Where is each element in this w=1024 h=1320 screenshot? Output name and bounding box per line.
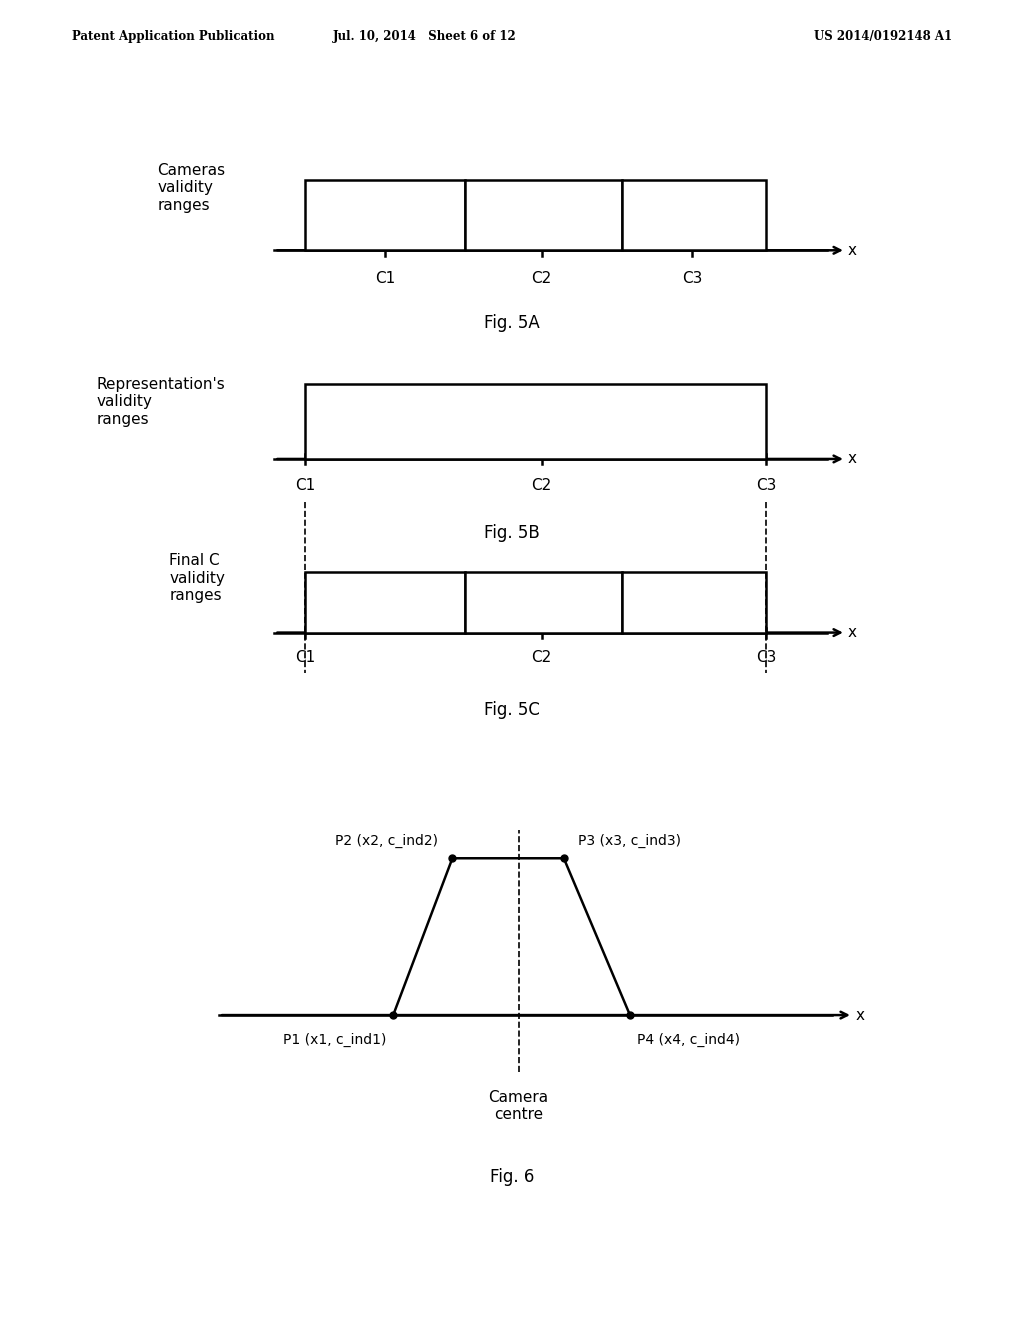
- Text: P2 (x2, c_ind2): P2 (x2, c_ind2): [336, 833, 438, 847]
- Text: Jul. 10, 2014   Sheet 6 of 12: Jul. 10, 2014 Sheet 6 of 12: [333, 30, 517, 42]
- Bar: [305, 181, 465, 251]
- Bar: [622, 181, 766, 251]
- Text: x: x: [848, 626, 856, 640]
- Bar: [305, 572, 465, 632]
- Text: x: x: [848, 243, 856, 257]
- Text: US 2014/0192148 A1: US 2014/0192148 A1: [814, 30, 952, 42]
- Bar: [305, 384, 766, 459]
- Text: Fig. 5C: Fig. 5C: [484, 701, 540, 719]
- Text: C2: C2: [531, 271, 552, 285]
- Text: Representation's
validity
ranges: Representation's validity ranges: [96, 378, 225, 426]
- Text: P4 (x4, c_ind4): P4 (x4, c_ind4): [637, 1032, 740, 1047]
- Bar: [622, 572, 766, 632]
- Text: x: x: [848, 451, 856, 466]
- Text: Fig. 5A: Fig. 5A: [484, 314, 540, 333]
- Text: Fig. 6: Fig. 6: [489, 1168, 535, 1187]
- Text: C1: C1: [295, 651, 315, 665]
- Text: Cameras
validity
ranges: Cameras validity ranges: [157, 162, 225, 213]
- Text: Patent Application Publication: Patent Application Publication: [72, 30, 274, 42]
- Bar: [465, 181, 622, 251]
- Text: C2: C2: [531, 651, 552, 665]
- Text: Final C
validity
ranges: Final C validity ranges: [169, 553, 225, 603]
- Text: C3: C3: [756, 651, 776, 665]
- Text: C3: C3: [682, 271, 702, 285]
- Text: C1: C1: [375, 271, 395, 285]
- Text: P1 (x1, c_ind1): P1 (x1, c_ind1): [283, 1032, 386, 1047]
- Text: C3: C3: [756, 478, 776, 492]
- Text: C1: C1: [295, 478, 315, 492]
- Text: C2: C2: [531, 478, 552, 492]
- Text: x: x: [855, 1007, 864, 1023]
- Text: Camera
centre: Camera centre: [488, 1090, 549, 1122]
- Text: Fig. 5B: Fig. 5B: [484, 524, 540, 543]
- Bar: [465, 572, 622, 632]
- Text: P3 (x3, c_ind3): P3 (x3, c_ind3): [578, 833, 681, 847]
